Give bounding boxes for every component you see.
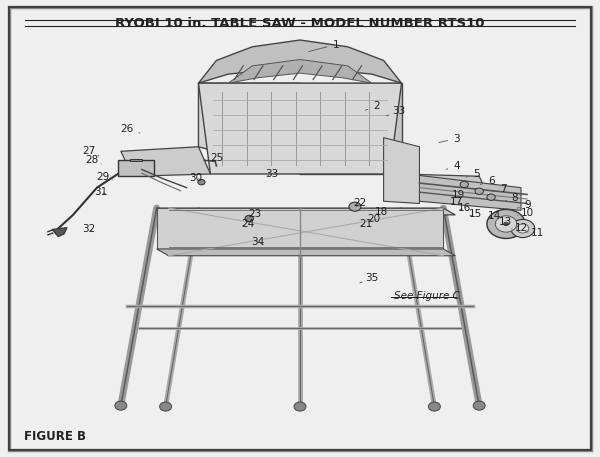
Text: 3: 3 bbox=[439, 133, 460, 143]
Polygon shape bbox=[401, 174, 491, 201]
Text: 2: 2 bbox=[365, 101, 380, 111]
Text: 33: 33 bbox=[265, 169, 278, 179]
Text: 24: 24 bbox=[241, 219, 254, 229]
Text: 1: 1 bbox=[308, 40, 339, 52]
Text: 23: 23 bbox=[248, 208, 261, 218]
Text: 14: 14 bbox=[488, 211, 502, 221]
Polygon shape bbox=[52, 228, 67, 237]
Text: 4: 4 bbox=[446, 161, 460, 171]
Circle shape bbox=[460, 181, 469, 188]
Text: 12: 12 bbox=[511, 223, 528, 233]
Text: 22: 22 bbox=[353, 198, 367, 208]
Circle shape bbox=[473, 401, 485, 410]
Text: See Figure C: See Figure C bbox=[394, 291, 460, 301]
Text: 27: 27 bbox=[82, 146, 99, 156]
Text: 11: 11 bbox=[526, 228, 544, 238]
Polygon shape bbox=[121, 147, 211, 176]
Polygon shape bbox=[130, 159, 142, 161]
Polygon shape bbox=[157, 249, 455, 256]
Polygon shape bbox=[199, 40, 401, 83]
Text: 28: 28 bbox=[85, 155, 101, 165]
Text: 20: 20 bbox=[367, 213, 380, 223]
Text: 29: 29 bbox=[96, 172, 112, 182]
Polygon shape bbox=[229, 59, 371, 83]
Text: 7: 7 bbox=[493, 184, 506, 194]
Text: 9: 9 bbox=[517, 200, 532, 210]
Circle shape bbox=[160, 402, 172, 411]
Text: 25: 25 bbox=[210, 153, 223, 163]
Circle shape bbox=[487, 209, 525, 239]
Text: 19: 19 bbox=[452, 191, 465, 200]
Text: 6: 6 bbox=[481, 176, 494, 186]
Circle shape bbox=[511, 219, 535, 238]
Text: 30: 30 bbox=[190, 173, 203, 183]
Polygon shape bbox=[157, 208, 443, 249]
Polygon shape bbox=[407, 174, 521, 210]
Polygon shape bbox=[118, 160, 154, 176]
Polygon shape bbox=[199, 83, 401, 174]
Text: 5: 5 bbox=[466, 169, 479, 179]
Circle shape bbox=[495, 216, 517, 232]
Circle shape bbox=[294, 402, 306, 411]
Text: 10: 10 bbox=[517, 208, 533, 218]
Text: 16: 16 bbox=[458, 203, 472, 213]
Text: 21: 21 bbox=[359, 219, 373, 229]
Text: 8: 8 bbox=[505, 192, 518, 202]
Text: 33: 33 bbox=[386, 106, 405, 117]
Text: 31: 31 bbox=[94, 187, 107, 197]
Circle shape bbox=[517, 224, 529, 233]
Text: 34: 34 bbox=[251, 237, 265, 247]
Circle shape bbox=[475, 188, 484, 194]
Circle shape bbox=[428, 402, 440, 411]
Polygon shape bbox=[300, 83, 401, 174]
Polygon shape bbox=[383, 138, 419, 203]
Text: 35: 35 bbox=[360, 273, 378, 283]
Polygon shape bbox=[199, 83, 300, 174]
Text: 13: 13 bbox=[496, 217, 512, 227]
Circle shape bbox=[503, 222, 508, 226]
Circle shape bbox=[349, 202, 361, 211]
Text: 18: 18 bbox=[374, 207, 388, 217]
Polygon shape bbox=[157, 208, 455, 215]
Text: RYOBI 10 in. TABLE SAW - MODEL NUMBER RTS10: RYOBI 10 in. TABLE SAW - MODEL NUMBER RT… bbox=[115, 17, 485, 30]
Text: FIGURE B: FIGURE B bbox=[24, 430, 86, 443]
Circle shape bbox=[487, 194, 495, 200]
Circle shape bbox=[245, 215, 253, 222]
Text: 17: 17 bbox=[450, 197, 463, 207]
Text: 32: 32 bbox=[82, 224, 95, 234]
Circle shape bbox=[115, 401, 127, 410]
Text: 15: 15 bbox=[469, 209, 482, 219]
Text: 26: 26 bbox=[120, 123, 140, 133]
Circle shape bbox=[198, 180, 205, 185]
